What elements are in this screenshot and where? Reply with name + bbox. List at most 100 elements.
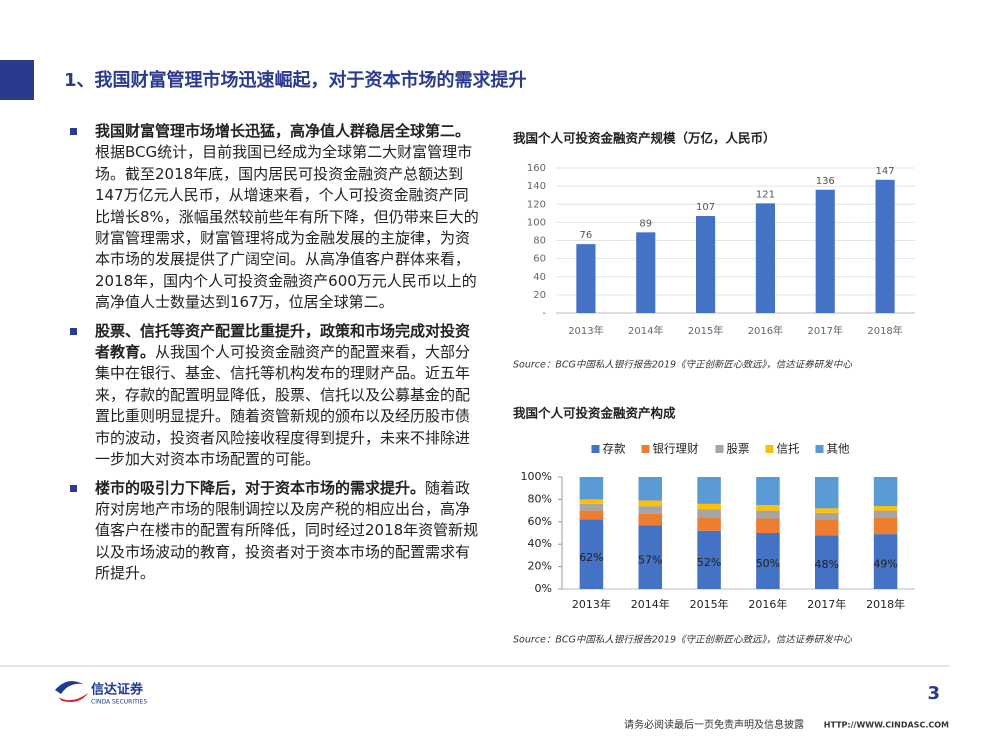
bullet-marker	[70, 327, 77, 335]
x-tick-label: 2014年	[631, 597, 670, 611]
bar-segment	[638, 506, 663, 514]
y-tick-label: 140	[527, 181, 546, 192]
bar-segment	[697, 477, 721, 504]
bar-segment	[579, 499, 604, 504]
bar-segment	[579, 519, 604, 589]
data-label: 50%	[756, 557, 780, 570]
data-label: 52%	[697, 556, 721, 569]
legend-swatch	[815, 445, 824, 453]
y-tick-label: 100%	[521, 470, 552, 483]
bullet-text: 从我国个人可投资金融资产的配置来看，大部分集中在银行、基金、信托等机构发布的理财…	[95, 343, 471, 469]
logo-text: 信达证券	[91, 682, 144, 698]
chart-source: Source：BCG中国私人银行报告2019《守正创新匠心致远》，信达证券研发中…	[513, 359, 852, 371]
bar-segment	[697, 530, 721, 589]
y-tick-label: -	[542, 308, 546, 319]
data-label: 48%	[815, 558, 839, 571]
legend-label: 其他	[827, 442, 850, 456]
bar-segment	[638, 477, 663, 501]
bar-segment	[814, 512, 839, 520]
legend-label: 存款	[603, 442, 626, 456]
bullet-text: 随着政府对房地产市场的限制调控以及房产税的相应出台，高净值客户在楼市的配置有所降…	[95, 478, 479, 583]
bar-segment	[756, 518, 780, 533]
bar-segment	[873, 534, 898, 589]
y-tick-label: 100	[527, 217, 546, 228]
legend-label: 股票	[727, 442, 750, 456]
bar-segment	[638, 500, 663, 507]
y-tick-label: 0%	[535, 582, 552, 595]
bar-segment	[814, 519, 839, 536]
x-tick-label: 2016年	[748, 324, 783, 337]
data-label: 89	[639, 218, 652, 229]
bullet-text: 根据BCG统计，目前我国已经成为全球第二大财富管理市场。截至2018年底，国内居…	[95, 143, 479, 312]
data-label: 136	[816, 176, 835, 187]
y-tick-label: 40	[533, 272, 546, 283]
bar-segment	[579, 477, 604, 500]
bar-segment	[873, 510, 898, 518]
logo-icon-red	[58, 693, 88, 702]
legend-swatch	[591, 445, 600, 453]
bar-segment	[697, 503, 721, 510]
bar-segment	[873, 477, 898, 507]
legend-label: 银行理财	[653, 442, 699, 456]
disclaimer: 请务必阅读最后一页免责声明及信息披露	[624, 718, 804, 731]
x-tick-label: 2015年	[690, 597, 729, 611]
x-tick-label: 2017年	[808, 324, 843, 337]
y-tick-label: 80	[533, 236, 546, 247]
chart-title: 我国个人可投资金融资产构成	[513, 406, 676, 421]
bar	[875, 179, 895, 313]
data-label: 62%	[579, 551, 603, 564]
legend-swatch	[765, 445, 774, 453]
data-label: 107	[696, 202, 715, 213]
bar-segment	[579, 510, 604, 520]
logo-icon	[55, 681, 83, 694]
legend-swatch	[641, 445, 650, 453]
x-tick-label: 2013年	[572, 597, 611, 611]
bullet-list: 我国财富管理市场增长迅猛，高净值人群稳居全球第二。根据BCG统计，目前我国已经成…	[70, 121, 482, 592]
bar-segment	[638, 525, 663, 589]
bar-segment	[814, 477, 839, 509]
header-title: 1、我国财富管理市场迅速崛起，对于资本市场的需求提升	[64, 69, 527, 91]
legend-label: 信托	[777, 442, 800, 456]
header-block	[0, 60, 34, 100]
bar-segment	[638, 513, 663, 526]
y-tick-label: 60%	[528, 515, 552, 528]
bullet: 股票、信托等资产配置比重提升，政策和市场完成对投资者教育。从我国个人可投资金融资…	[70, 321, 482, 471]
data-label: 57%	[638, 553, 662, 566]
bullet-lead: 我国财富管理市场增长迅猛，高净值人群稳居全球第二。	[95, 122, 471, 140]
bar-segment	[756, 505, 780, 511]
bullet-marker	[70, 484, 77, 492]
bar-segment	[756, 533, 780, 589]
data-label: 147	[876, 166, 895, 177]
chart-source: Source：BCG中国私人银行报告2019《守正创新匠心致远》，信达证券研发中…	[513, 634, 852, 646]
bar-segment	[814, 508, 839, 513]
bar-segment	[756, 510, 780, 519]
y-tick-label: 60	[533, 254, 546, 265]
y-tick-label: 80%	[528, 492, 552, 505]
bullet: 我国财富管理市场增长迅猛，高净值人群稳居全球第二。根据BCG统计，目前我国已经成…	[70, 121, 482, 314]
x-tick-label: 2016年	[748, 597, 787, 611]
legend-swatch	[715, 445, 724, 453]
bullet-marker	[70, 128, 77, 135]
bar	[636, 232, 656, 313]
bar-segment	[756, 477, 780, 505]
x-tick-label: 2018年	[867, 324, 902, 337]
y-tick-label: 160	[527, 163, 546, 174]
y-tick-label: 40%	[528, 537, 552, 550]
bar	[755, 203, 775, 313]
data-label: 76	[580, 230, 593, 241]
logo-en: CINDA SECURITIES	[91, 699, 147, 706]
x-tick-label: 2014年	[628, 324, 663, 337]
bar-segment	[579, 503, 604, 511]
bar-segment	[814, 535, 839, 589]
y-tick-label: 20	[533, 290, 546, 301]
page-number: 3	[927, 683, 940, 704]
y-tick-label: 120	[527, 199, 546, 210]
x-tick-label: 2015年	[688, 324, 723, 337]
y-tick-label: 20%	[528, 560, 552, 573]
x-tick-label: 2017年	[807, 597, 846, 611]
bar	[815, 189, 835, 313]
x-tick-label: 2018年	[866, 597, 905, 611]
bar	[696, 216, 716, 313]
